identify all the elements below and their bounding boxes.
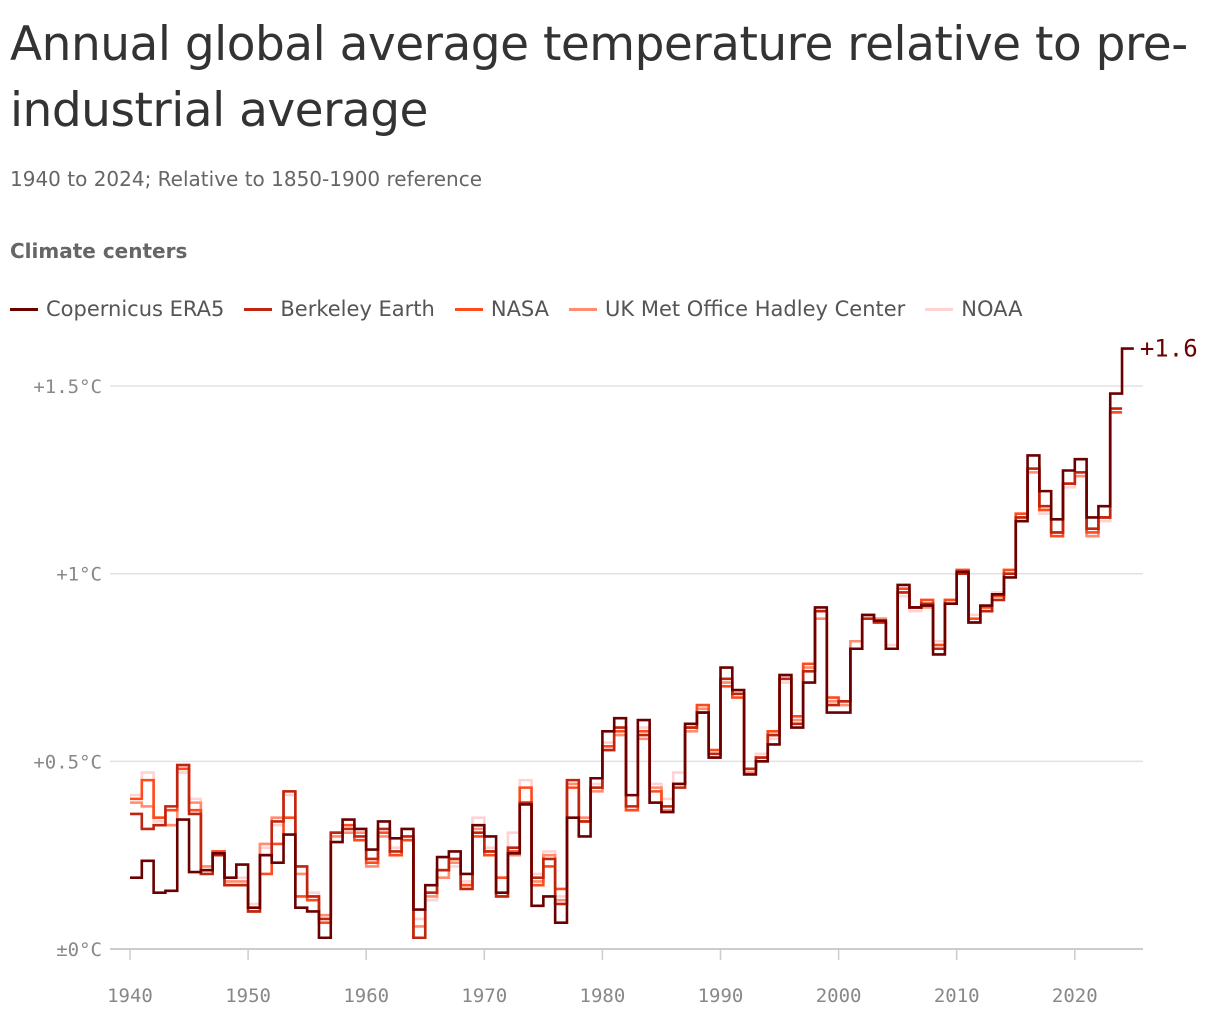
- chart-title: Annual global average temperature relati…: [10, 17, 1188, 138]
- legend-item: Copernicus ERA5: [10, 297, 224, 321]
- y-tick-label: +1°C: [56, 564, 102, 586]
- x-tick-label: 2020: [1052, 985, 1098, 1007]
- legend-swatch: [10, 307, 38, 311]
- legend-swatch: [925, 307, 954, 311]
- x-tick-label: 1940: [107, 985, 153, 1007]
- series-line-copernicus-era5: [130, 347, 1134, 940]
- legend-item: NASA: [454, 297, 550, 321]
- legend-label: UK Met Office Hadley Center: [605, 297, 906, 321]
- x-tick-label: 1970: [461, 985, 507, 1007]
- legend-title: Climate centers: [10, 239, 188, 263]
- y-tick-label: +1.5°C: [33, 376, 102, 398]
- y-tick-label: +0.5°C: [33, 751, 102, 773]
- x-tick-label: 2010: [934, 985, 980, 1007]
- legend-swatch: [454, 307, 483, 311]
- x-tick-label: 1980: [580, 985, 626, 1007]
- series-line-berkeley-earth: [130, 407, 1123, 940]
- legend-label: NASA: [490, 297, 550, 321]
- x-tick-label: 1960: [343, 985, 389, 1007]
- legend-label: Berkeley Earth: [280, 297, 435, 321]
- legend-swatch: [244, 307, 273, 311]
- y-tick-label: ±0°C: [56, 939, 102, 961]
- legend-item: Berkeley Earth: [244, 297, 435, 321]
- legend-label: NOAA: [961, 297, 1023, 321]
- x-tick-label: 1950: [225, 985, 271, 1007]
- chart-subtitle: 1940 to 2024; Relative to 1850-1900 refe…: [10, 167, 483, 191]
- end-value-label: +1.6: [1140, 335, 1198, 363]
- legend: Copernicus ERA5 Berkeley Earth NASA UK Met …: [10, 297, 1022, 321]
- legend-swatch: [569, 307, 598, 311]
- legend-item: NOAA: [925, 297, 1022, 321]
- legend-item: UK Met Office Hadley Center: [569, 297, 905, 321]
- series-line-uk-met-office-hadley-center: [130, 411, 1123, 928]
- x-tick-label: 1990: [698, 985, 744, 1007]
- x-tick-label: 2000: [816, 985, 862, 1007]
- series-line-nasa: [130, 411, 1123, 940]
- legend-label: Copernicus ERA5: [46, 297, 225, 321]
